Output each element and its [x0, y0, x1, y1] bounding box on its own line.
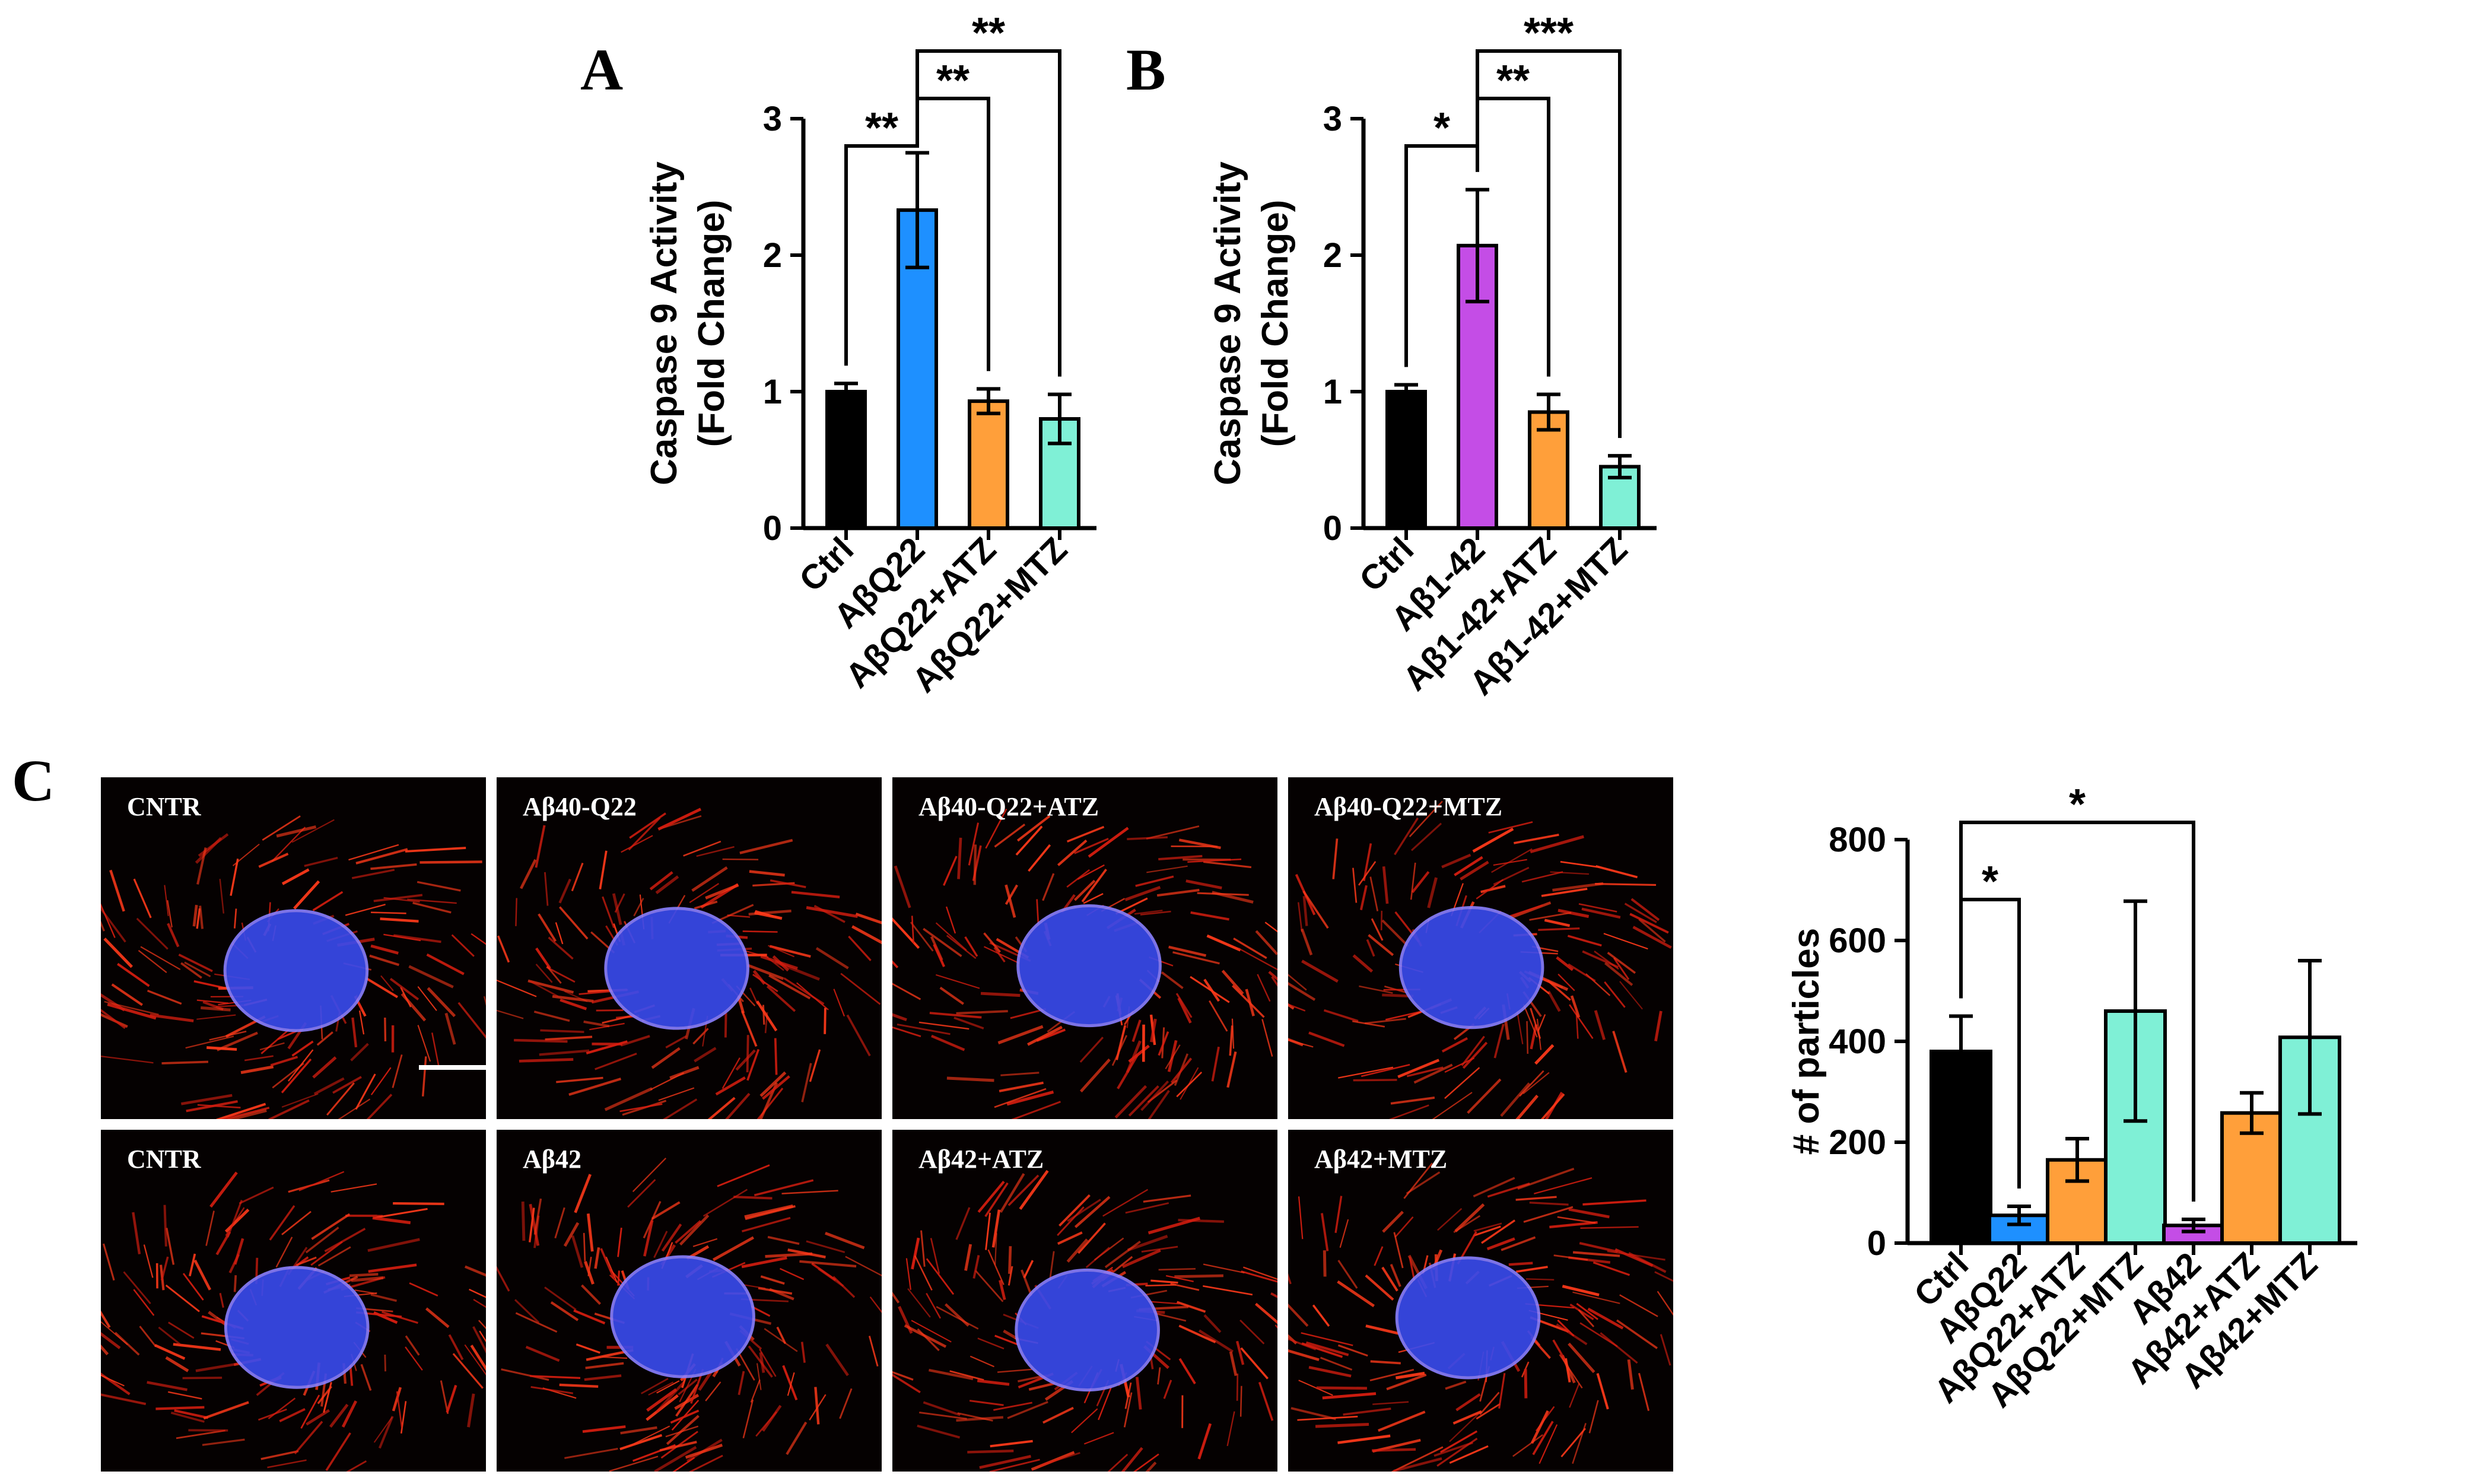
significance-bracket-1: [1959, 821, 2195, 1202]
significance-label: **: [936, 57, 970, 104]
panel-letter-c: C: [12, 748, 55, 814]
significance-label: **: [1496, 57, 1530, 104]
significance-label: ***: [1524, 9, 1574, 57]
y-tick-label: 3: [1323, 100, 1342, 138]
significance-label: **: [865, 104, 898, 152]
micrograph-panel: Aβ40-Q22+MTZ: [1288, 777, 1673, 1119]
bar-0: [825, 390, 867, 530]
micrograph-label: Aβ40-Q22: [523, 792, 637, 821]
y-tick-label: 0: [1323, 509, 1342, 548]
y-tick-label: 400: [1829, 1022, 1886, 1061]
y-axis-label: Caspase 9 Activity: [644, 161, 685, 485]
micrograph-panel: CNTR: [101, 1130, 486, 1472]
y-axis-label-unit: (Fold Change): [691, 200, 732, 447]
y-tick-label: 2: [1323, 236, 1342, 275]
micrograph-label: Aβ42+ATZ: [918, 1145, 1044, 1174]
nucleus: [224, 1266, 370, 1389]
micrograph-image: [497, 808, 882, 1119]
micrograph-label: Aβ40-Q22+MTZ: [1314, 792, 1503, 821]
micrograph-label: Aβ42: [523, 1145, 581, 1174]
y-tick-label: 2: [763, 236, 782, 275]
y-tick-label: 1: [1323, 373, 1342, 411]
panel-letter-a: A: [580, 37, 624, 103]
significance-label: *: [1433, 104, 1450, 152]
nucleus: [610, 1255, 755, 1378]
micrograph-panel: Aβ40-Q22: [497, 777, 882, 1119]
significance-bracket-0: [844, 135, 919, 366]
micrograph-panel: CNTR: [101, 777, 486, 1119]
significance-label: *: [1982, 858, 1998, 905]
nucleus: [1015, 1268, 1160, 1392]
micrograph-grid: CNTR Aβ40-Q22 Aβ40-Q22+ATZ Aβ40-Q22+MTZ CNTR…: [101, 777, 1673, 1472]
micrograph-image: [1288, 800, 1672, 1119]
y-tick-label: 600: [1829, 921, 1886, 960]
micrograph-image: [1288, 1162, 1673, 1472]
nucleus: [1395, 1256, 1541, 1380]
significance-label: *: [2069, 781, 2086, 828]
y-tick-label: 800: [1829, 821, 1886, 859]
significance-bracket-2: [916, 49, 1061, 377]
y-axis-label: Caspase 9 Activity: [1207, 161, 1248, 485]
nucleus: [1016, 904, 1162, 1028]
nucleus: [604, 907, 749, 1030]
y-tick-label: 0: [1867, 1224, 1886, 1263]
y-tick-label: 3: [763, 100, 782, 138]
y-tick-label: 1: [763, 373, 782, 411]
significance-bracket-2: [1476, 49, 1622, 438]
scale-bar: [419, 1065, 486, 1070]
y-axis-label-unit: (Fold Change): [1255, 200, 1296, 447]
bar-2: [968, 399, 1009, 530]
micrograph-image: [101, 1171, 486, 1472]
micrograph-image: [892, 1170, 1277, 1472]
y-tick-label: 0: [763, 509, 782, 548]
y-axis-label: # of particles: [1786, 928, 1827, 1155]
panel-letter-b: B: [1126, 37, 1166, 103]
micrograph-image: [497, 1158, 882, 1472]
nucleus: [1398, 906, 1544, 1029]
y-tick-label: 200: [1829, 1123, 1886, 1162]
bar-0: [1385, 390, 1427, 530]
micrograph-panel: Aβ42: [497, 1130, 882, 1472]
micrograph-panel: Aβ42+ATZ: [892, 1130, 1277, 1472]
nucleus: [223, 909, 369, 1032]
micrograph-label: CNTR: [127, 1145, 201, 1174]
significance-label: **: [972, 9, 1005, 57]
micrograph-label: Aβ40-Q22+ATZ: [918, 792, 1099, 821]
micrograph-panel: Aβ42+MTZ: [1288, 1130, 1673, 1472]
micrograph-label: CNTR: [127, 792, 201, 821]
micrograph-label: Aβ42+MTZ: [1314, 1145, 1448, 1174]
micrograph-panel: Aβ40-Q22+ATZ: [892, 777, 1277, 1119]
micrograph-image: [892, 808, 1277, 1119]
micrograph-image: [101, 815, 486, 1119]
